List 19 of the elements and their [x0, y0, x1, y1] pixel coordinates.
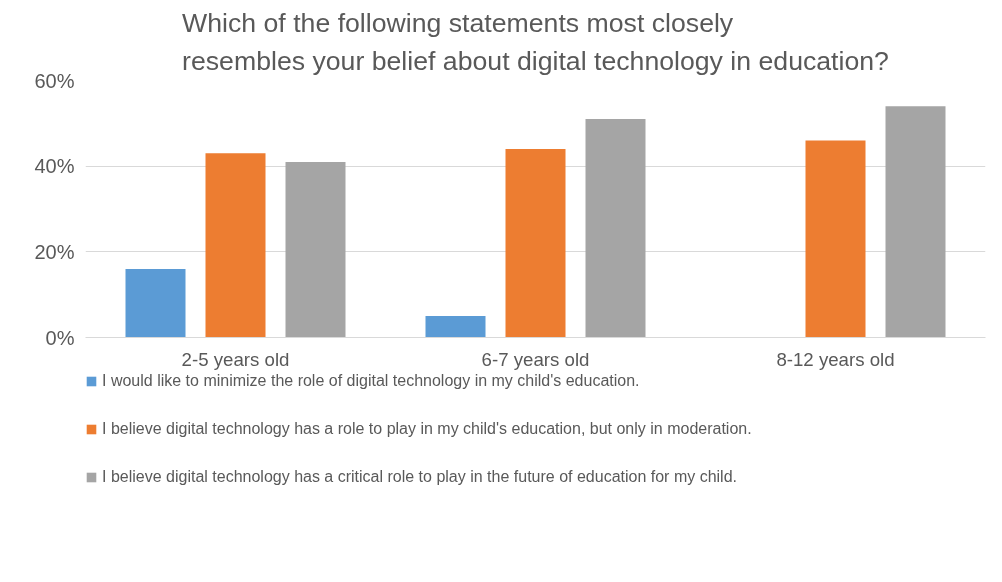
- y-tick-label: 60%: [34, 69, 75, 92]
- y-tick-label: 40%: [34, 155, 75, 178]
- bar: [885, 106, 946, 338]
- y-tick-label: 20%: [34, 240, 75, 263]
- bar: [505, 149, 566, 338]
- x-tick-label: 8-12 years old: [776, 348, 895, 370]
- bar: [125, 268, 186, 338]
- bar: [805, 140, 866, 338]
- bar: [585, 119, 646, 338]
- y-tick-label: 0%: [45, 326, 75, 349]
- bar: [285, 161, 346, 338]
- bar: [205, 153, 266, 338]
- legend-label: I believe digital technology has a role to play in my child's education, but only in moderation.: [102, 420, 752, 438]
- bar: [425, 316, 486, 338]
- legend-label: I believe digital technology has a critical role to play in the future of education for my child.: [102, 468, 738, 486]
- x-tick-label: 6-7 years old: [481, 348, 590, 370]
- chart-title: Which of the following statements most closely resembles your belief about digital technology in education?: [182, 8, 889, 76]
- x-tick-label: 2-5 years old: [181, 348, 290, 370]
- legend-label: I would like to minimize the role of digital technology in my child's education.: [102, 372, 640, 390]
